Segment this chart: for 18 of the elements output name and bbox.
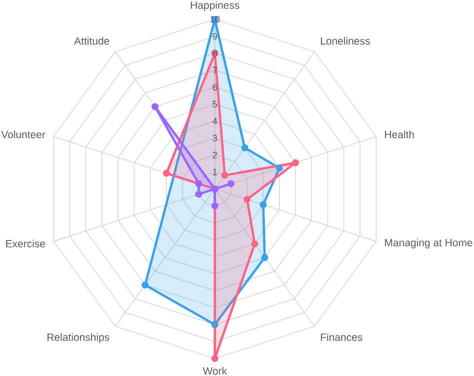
spoke-label: Volunteer bbox=[1, 130, 46, 138]
y-tick-label: 5 bbox=[212, 100, 218, 108]
spoke-label: Happiness bbox=[190, 1, 240, 12]
spoke-label: Work bbox=[202, 367, 228, 375]
spoke-label: Managing at Home bbox=[385, 238, 472, 248]
spoke-label: Loneliness bbox=[320, 37, 370, 45]
y-tick-label: 6 bbox=[212, 84, 218, 91]
y-tick-label: 9 bbox=[212, 33, 217, 40]
spoke-label: Relationships bbox=[48, 333, 110, 344]
spoke-label: Health bbox=[385, 130, 414, 138]
spoke-label: Exercise bbox=[6, 240, 46, 248]
y-tick-label: 4 bbox=[212, 118, 218, 124]
y-tick-label: 2 bbox=[212, 152, 217, 158]
y-tick-label: 3 bbox=[212, 134, 218, 142]
y-tick-label: 8 bbox=[212, 50, 218, 57]
spoke-label: Attitude bbox=[74, 37, 110, 45]
y-tick-label: 1 bbox=[212, 168, 217, 176]
spoke-label: Finances bbox=[320, 333, 362, 342]
